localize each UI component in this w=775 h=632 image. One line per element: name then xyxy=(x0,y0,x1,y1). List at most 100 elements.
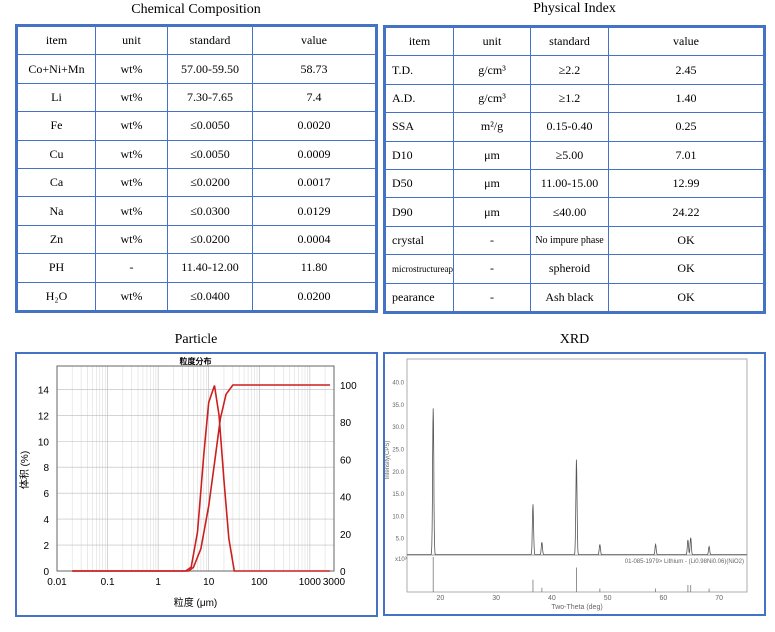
y-tick-label: 14 xyxy=(38,385,50,396)
plot-frame xyxy=(56,365,335,572)
column-header: unit xyxy=(95,25,168,56)
y2-tick-label: 80 xyxy=(340,418,352,429)
standard-cell: ≤0.0050 xyxy=(167,139,253,169)
table-row: microstructureap - spheroid OK xyxy=(385,254,764,284)
x-tick-label: 40 xyxy=(548,595,556,602)
y-tick-label: 20.0 xyxy=(392,470,404,476)
y-tick-label: 10.0 xyxy=(392,514,404,520)
header-row: item unit standard value xyxy=(17,25,376,56)
unit-cell: wt% xyxy=(95,281,168,312)
x-tick-label: 100 xyxy=(251,577,268,588)
standard-cell: 7.30-7.65 xyxy=(167,82,253,113)
standard-cell: Ash black xyxy=(530,282,609,313)
unit-cell: wt% xyxy=(95,54,168,84)
standard-cell: 57.00-59.50 xyxy=(167,54,253,84)
table-row: Cu wt% ≤0.0050 0.0009 xyxy=(17,139,376,169)
y-tick-label: 25.0 xyxy=(392,448,404,454)
item-cell: pearance xyxy=(385,282,454,313)
item-cell: Co+Ni+Mn xyxy=(17,54,96,84)
table-row: Li wt% 7.30-7.65 7.4 xyxy=(17,82,376,113)
y-tick-label: 2 xyxy=(43,541,49,552)
particle-heading: Particle xyxy=(174,332,218,347)
item-cell: Na xyxy=(17,196,96,226)
xrd-pattern xyxy=(407,408,747,555)
y2-tick-label: 20 xyxy=(340,530,352,541)
column-header: standard xyxy=(167,25,253,56)
value-cell: OK xyxy=(608,254,764,284)
y-axis-label: Intensity(CPS) xyxy=(385,441,391,480)
unit-cell: μm xyxy=(453,197,531,227)
y-tick-label: 0 xyxy=(43,567,49,578)
item-cell: D90 xyxy=(385,197,454,227)
x-tick-label: 3000 xyxy=(323,577,346,588)
value-cell: 0.0200 xyxy=(252,281,376,312)
table-row: pearance - Ash black OK xyxy=(385,282,764,313)
series-cumulative xyxy=(72,384,330,572)
particle-chart-box xyxy=(15,352,378,617)
y2-tick-label: 40 xyxy=(340,493,352,504)
table-row: D90 μm ≤40.00 24.22 xyxy=(385,197,764,227)
plot-frame xyxy=(406,358,748,593)
table-row: D10 μm ≥5.00 7.01 xyxy=(385,140,764,170)
x-tick-label: 20 xyxy=(437,595,445,602)
standard-cell: ≥5.00 xyxy=(530,140,609,170)
y-tick-label: 10 xyxy=(38,437,50,448)
value-cell: 11.80 xyxy=(252,253,376,283)
standard-cell: 0.15-0.40 xyxy=(530,112,609,142)
y-axis-label: 体积 (%) xyxy=(19,451,31,489)
unit-cell: g/cm³ xyxy=(453,83,531,114)
x-tick-label: 60 xyxy=(659,595,667,602)
y-tick-label: 8 xyxy=(43,463,49,474)
value-cell: 7.01 xyxy=(608,140,764,170)
unit-cell: g/cm³ xyxy=(453,55,531,85)
x-axis-label: 粒度 (μm) xyxy=(174,596,218,609)
column-header: unit xyxy=(453,26,531,57)
x-tick-label: 1 xyxy=(155,577,161,588)
unit-cell: - xyxy=(453,225,531,256)
unit-cell: μm xyxy=(453,168,531,199)
reference-label: 01-085-1979> Lithium - (Li0.98Ni0.06)(Ni… xyxy=(625,559,744,565)
value-cell: 1.40 xyxy=(608,83,764,114)
y-tick-label: 4 xyxy=(43,515,49,526)
table-row: crystal - No impure phase OK xyxy=(385,225,764,256)
value-cell: 0.0009 xyxy=(252,139,376,169)
y-unit-label: x10³ xyxy=(395,557,407,563)
xrd-chart-box xyxy=(383,352,766,616)
chemical-composition-table: item unit standard value Co+Ni+Mn wt% 57.00-59… xyxy=(15,24,378,313)
unit-cell: - xyxy=(95,253,168,283)
unit-cell: - xyxy=(453,254,531,284)
item-cell: PH xyxy=(17,253,96,283)
standard-cell: ≤0.0400 xyxy=(167,281,253,312)
x-tick-label: 1000 xyxy=(299,577,322,588)
table-row: Co+Ni+Mn wt% 57.00-59.50 58.73 xyxy=(17,54,376,84)
phys-title: Physical Index xyxy=(533,1,616,16)
item-cell: Zn xyxy=(17,224,96,255)
series-distribution xyxy=(72,385,330,572)
standard-cell: 11.00-15.00 xyxy=(530,168,609,199)
table-row: T.D. g/cm³ ≥2.2 2.45 xyxy=(385,55,764,85)
x-tick-label: 0.01 xyxy=(47,577,67,588)
chem-title: Chemical Composition xyxy=(131,2,261,17)
item-cell: T.D. xyxy=(385,55,454,85)
value-cell: 0.0004 xyxy=(252,224,376,255)
y-tick-label: 6 xyxy=(43,489,49,500)
x-tick-label: 50 xyxy=(604,595,612,602)
table-row: Ca wt% ≤0.0200 0.0017 xyxy=(17,167,376,198)
x-tick-label: 30 xyxy=(492,595,500,602)
y-tick-label: 35.0 xyxy=(392,403,404,409)
x-tick-label: 0.1 xyxy=(101,577,115,588)
table-row: Zn wt% ≤0.0200 0.0004 xyxy=(17,224,376,255)
value-cell: 0.0020 xyxy=(252,111,376,141)
value-cell: 7.4 xyxy=(252,82,376,113)
physical-index-table: item unit standard value T.D. g/cm³ ≥2.2 2.45 A.… xyxy=(383,25,766,314)
standard-cell: ≤0.0200 xyxy=(167,224,253,255)
column-header: item xyxy=(17,25,96,56)
x-axis-label: Two-Theta (deg) xyxy=(551,604,602,611)
table-row: H₂O wt% ≤0.0400 0.0200 xyxy=(17,281,376,312)
unit-cell: wt% xyxy=(95,111,168,141)
value-cell: 2.45 xyxy=(608,55,764,85)
x-tick-label: 10 xyxy=(203,577,215,588)
y-tick-label: 40.0 xyxy=(392,381,404,387)
table-row: Na wt% ≤0.0300 0.0129 xyxy=(17,196,376,226)
